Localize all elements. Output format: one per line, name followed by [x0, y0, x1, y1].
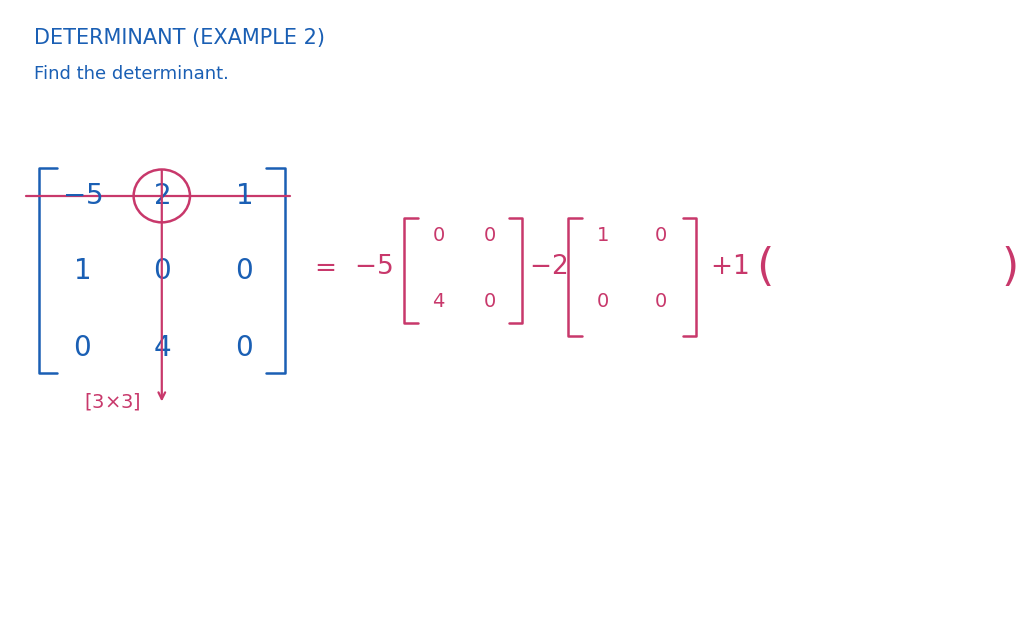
- Text: $-2$: $-2$: [528, 254, 567, 281]
- Text: $4$: $4$: [431, 292, 445, 311]
- Text: $0$: $0$: [234, 256, 253, 285]
- Text: $0$: $0$: [654, 226, 667, 244]
- Text: DETERMINANT (EXAMPLE 2): DETERMINANT (EXAMPLE 2): [34, 28, 325, 48]
- Text: $1$: $1$: [236, 182, 252, 210]
- Text: $0$: $0$: [153, 256, 171, 285]
- Text: $[3{\times}3]$: $[3{\times}3]$: [84, 391, 141, 412]
- Text: $1$: $1$: [596, 226, 608, 244]
- Text: $0$: $0$: [483, 226, 496, 244]
- Text: $($: $($: [757, 246, 775, 289]
- Text: $4$: $4$: [153, 334, 171, 363]
- Text: $)$: $)$: [1000, 246, 1017, 289]
- Text: Find the determinant.: Find the determinant.: [34, 65, 228, 83]
- Text: $-5$: $-5$: [354, 254, 393, 281]
- Text: $=$: $=$: [309, 254, 336, 281]
- Text: $+1$: $+1$: [710, 254, 749, 281]
- Text: $0$: $0$: [483, 292, 496, 311]
- Text: $0$: $0$: [654, 292, 667, 311]
- Text: $-5$: $-5$: [61, 182, 102, 210]
- Text: $0$: $0$: [432, 226, 444, 244]
- Text: $2$: $2$: [154, 182, 170, 210]
- Text: $0$: $0$: [234, 334, 253, 363]
- Text: $0$: $0$: [73, 334, 91, 363]
- Text: $1$: $1$: [74, 256, 90, 285]
- Text: $0$: $0$: [596, 292, 608, 311]
